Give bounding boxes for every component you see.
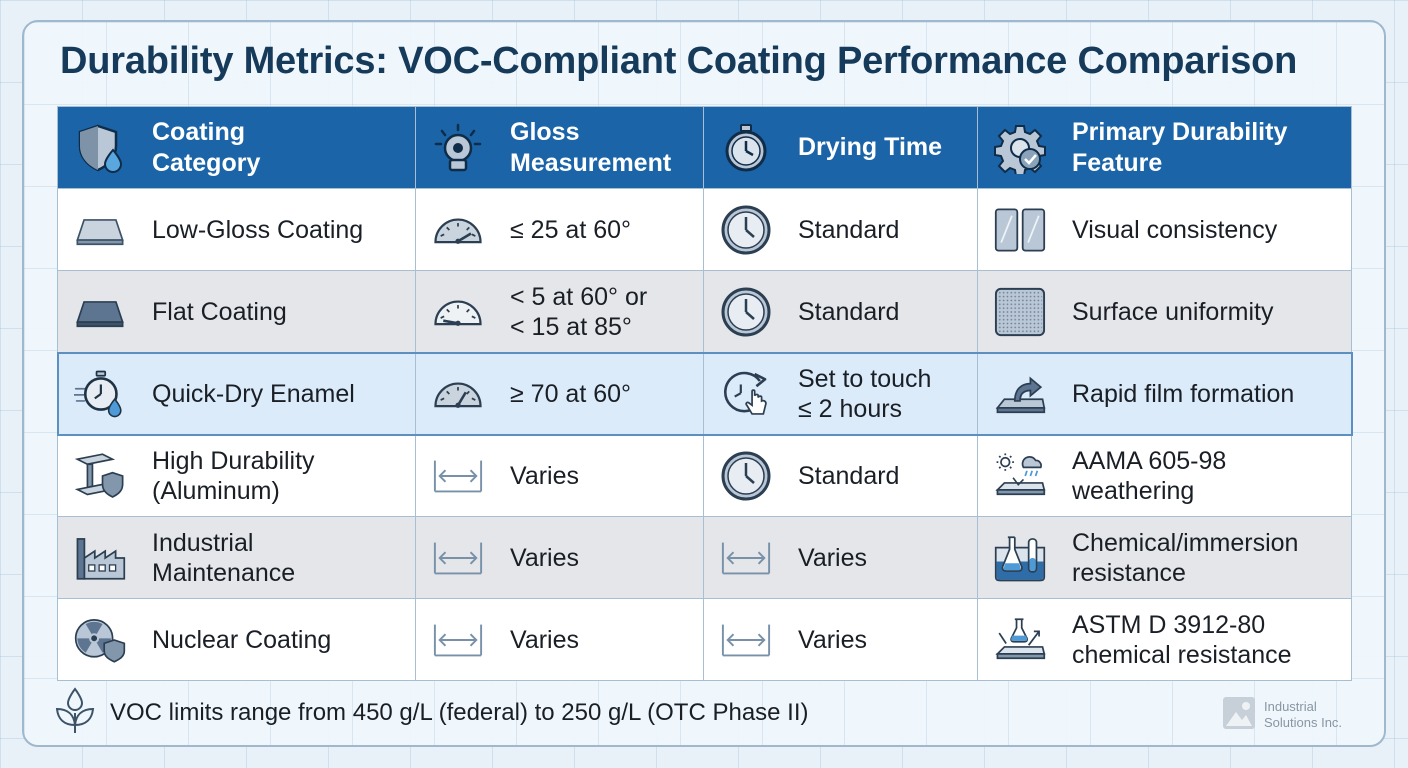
drying-cell: Standard	[703, 434, 978, 517]
lab-tank-icon	[994, 532, 1046, 584]
gauge-icon	[432, 204, 484, 256]
feature-cell: Visual consistency	[977, 188, 1352, 271]
range-arrows-icon	[720, 532, 772, 584]
table-row: Nuclear Coating Varies Varies ASTM D 391…	[57, 598, 1352, 681]
page-title: Durability Metrics: VOC-Compliant Coatin…	[60, 40, 1298, 82]
gauge-high-icon	[432, 368, 484, 420]
table-header-row: Coating Category Gloss Measurement Drying …	[57, 106, 1352, 189]
gloss-cell: ≤ 25 at 60°	[415, 188, 704, 271]
beam-shield-icon	[74, 450, 126, 502]
footer-text: VOC limits range from 450 g/L (federal) …	[110, 699, 809, 726]
comparison-table: Coating Category Gloss Measurement Drying …	[56, 106, 1353, 681]
category-cell: Quick-Dry Enamel	[57, 352, 416, 435]
category-cell: Nuclear Coating	[57, 598, 416, 681]
gloss-meter-icon	[432, 122, 484, 174]
range-arrows-icon	[432, 532, 484, 584]
category-cell: High Durability (Aluminum)	[57, 434, 416, 517]
category-cell: Industrial Maintenance	[57, 516, 416, 599]
touch-clock-icon	[720, 368, 772, 420]
gloss-cell: ≥ 70 at 60°	[415, 352, 704, 435]
range-arrows-icon	[432, 614, 484, 666]
category-cell: Low-Gloss Coating	[57, 188, 416, 271]
film-arrow-icon	[994, 368, 1046, 420]
table-row: Industrial Maintenance Varies Varies Chem…	[57, 516, 1352, 599]
gloss-cell: Varies	[415, 598, 704, 681]
feature-cell: Rapid film formation	[977, 352, 1352, 435]
clock-icon	[720, 450, 772, 502]
gauge-low-icon	[432, 286, 484, 338]
brand-line-1: Industrial	[1264, 699, 1317, 714]
weather-icon	[994, 450, 1046, 502]
factory-icon	[74, 532, 126, 584]
gloss-cell: < 5 at 60° or < 15 at 85°	[415, 270, 704, 353]
radiation-shield-icon	[74, 614, 126, 666]
feature-cell: Chemical/immersion resistance	[977, 516, 1352, 599]
table-row: Low-Gloss Coating ≤ 25 at 60° Standard V…	[57, 188, 1352, 271]
drying-cell: Varies	[703, 516, 978, 599]
drying-cell: Standard	[703, 188, 978, 271]
gear-check-icon	[994, 122, 1046, 174]
category-cell: Flat Coating	[57, 270, 416, 353]
gloss-cell: Varies	[415, 516, 704, 599]
brand-line-2: Solutions Inc.	[1264, 715, 1343, 730]
brand-logo: Industrial Solutions Inc.	[1222, 696, 1362, 734]
table-row: High Durability (Aluminum) Varies Standar…	[57, 434, 1352, 517]
panel-icon	[74, 204, 126, 256]
range-arrows-icon	[432, 450, 484, 502]
feature-cell: ASTM D 3912-80 chemical resistance	[977, 598, 1352, 681]
drying-cell: Standard	[703, 270, 978, 353]
stopwatch-icon	[720, 122, 772, 174]
feature-cell: Surface uniformity	[977, 270, 1352, 353]
range-arrows-icon	[720, 614, 772, 666]
fast-stopwatch-icon	[74, 368, 126, 420]
footer-note: VOC limits range from 450 g/L (federal) …	[52, 686, 952, 740]
feature-cell: AAMA 605-98 weathering	[977, 434, 1352, 517]
table-row: Flat Coating < 5 at 60° or < 15 at 85° St…	[57, 270, 1352, 353]
logo-icon	[1222, 696, 1256, 735]
header-drying-time: Drying Time	[703, 106, 978, 189]
clock-icon	[720, 286, 772, 338]
header-gloss-measurement: Gloss Measurement	[415, 106, 704, 189]
header-primary-durability-feature: Primary Durability Feature	[977, 106, 1352, 189]
gloss-cell: Varies	[415, 434, 704, 517]
twin-panels-icon	[994, 204, 1046, 256]
clock-icon	[720, 204, 772, 256]
table-row-highlighted: Quick-Dry Enamel ≥ 70 at 60° Set to touc…	[56, 351, 1353, 436]
textured-square-icon	[994, 286, 1046, 338]
shield-droplet-icon	[74, 122, 126, 174]
drying-cell: Varies	[703, 598, 978, 681]
flat-panel-icon	[74, 286, 126, 338]
flask-surface-icon	[994, 614, 1046, 666]
header-coating-category: Coating Category	[57, 106, 416, 189]
leaf-droplet-icon	[52, 686, 98, 740]
drying-cell: Set to touch ≤ 2 hours	[703, 352, 978, 435]
